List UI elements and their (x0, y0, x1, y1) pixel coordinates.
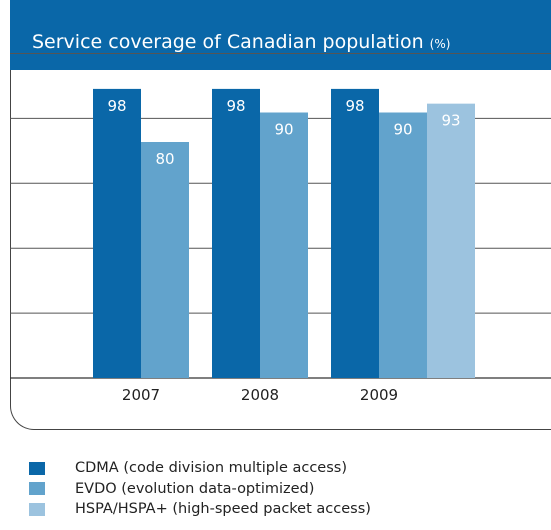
chart-header: Service coverage of Canadian population … (10, 0, 551, 70)
bar (212, 88, 260, 379)
chart-panel (10, 70, 551, 430)
bar (379, 112, 427, 378)
legend-label-cdma: CDMA (code division multiple access) (75, 460, 347, 477)
bar-chart: 98 80 2007 98 90 2008 98 90 93 2009 (10, 53, 551, 404)
chart-legend: CDMA (code division multiple access) EVD… (29, 458, 371, 520)
legend-item-evdo: EVDO (evolution data-optimized) (29, 479, 371, 500)
x-tick-label: 2009 (360, 386, 398, 404)
bar-value-label: 98 (345, 97, 364, 115)
bar-value-label: 93 (441, 112, 460, 130)
bar-value-label: 98 (226, 97, 245, 115)
x-tick-label: 2007 (122, 386, 160, 404)
bar (260, 112, 308, 378)
legend-label-evdo: EVDO (evolution data-optimized) (75, 480, 315, 497)
chart-title: Service coverage of Canadian population … (32, 31, 450, 53)
legend-item-cdma: CDMA (code division multiple access) (29, 458, 371, 479)
chart-title-text: Service coverage of Canadian population (32, 31, 424, 53)
legend-swatch-evdo (29, 482, 45, 496)
bar-value-label: 98 (107, 97, 126, 115)
chart-title-unit: (%) (429, 37, 451, 51)
x-tick-label: 2008 (241, 386, 279, 404)
bar-value-label: 90 (274, 121, 293, 139)
bar-value-label: 80 (155, 150, 174, 168)
bar-value-label: 90 (393, 121, 412, 139)
bar (331, 88, 379, 379)
bar (427, 103, 475, 379)
bar (93, 88, 141, 379)
legend-swatch-cdma (29, 461, 45, 475)
bar (141, 142, 189, 378)
legend-label-hspa: HSPA/HSPA+ (high-speed packet access) (75, 501, 371, 518)
legend-swatch-hspa (29, 502, 45, 516)
legend-item-hspa: HSPA/HSPA+ (high-speed packet access) (29, 499, 371, 520)
